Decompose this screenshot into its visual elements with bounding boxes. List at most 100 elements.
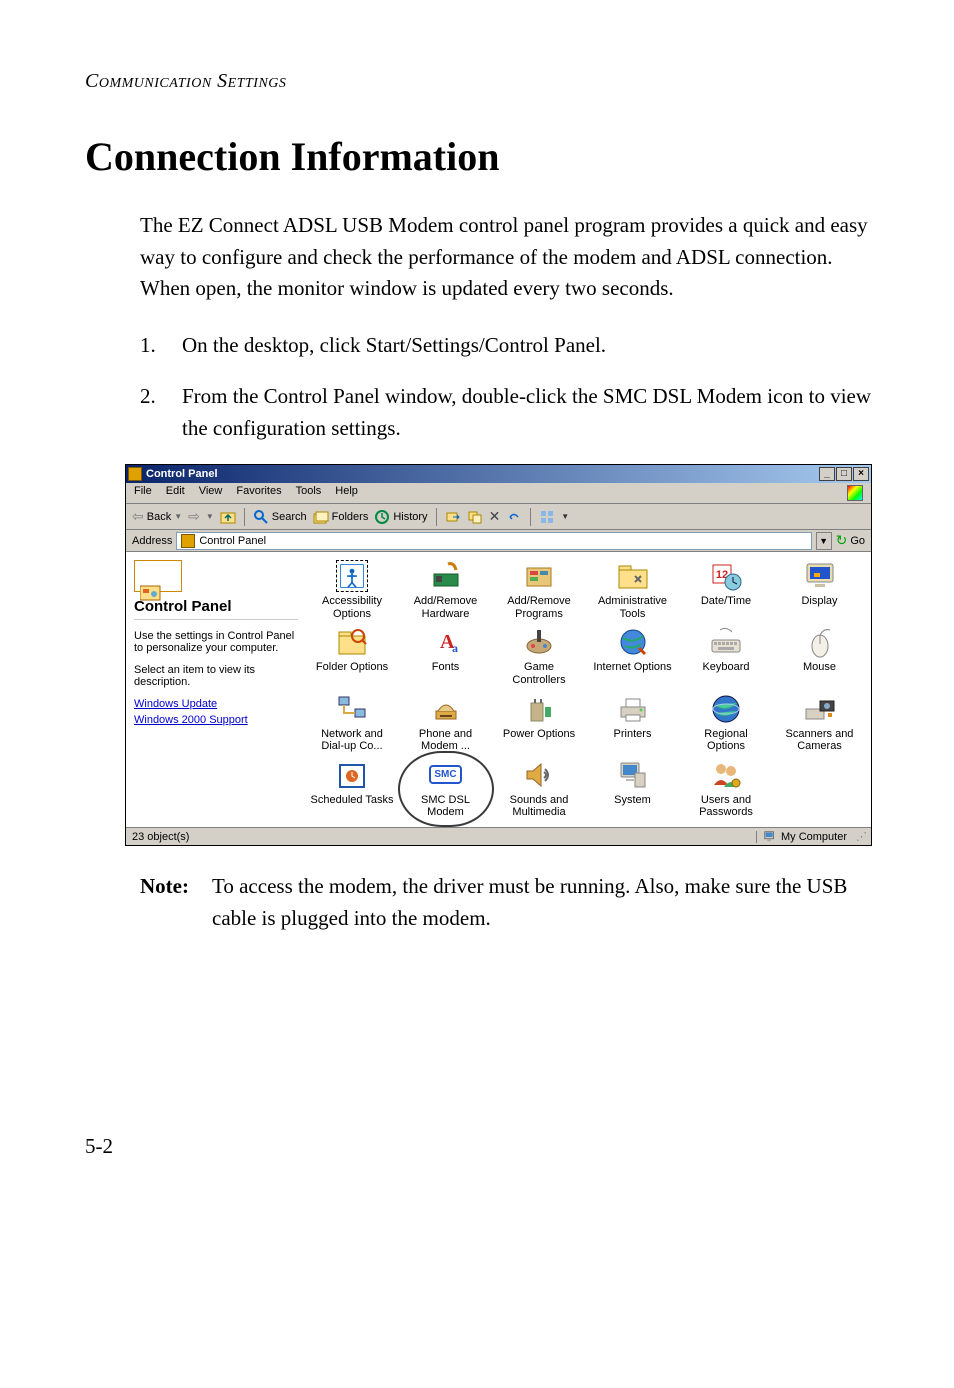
address-input[interactable]: Control Panel: [176, 532, 811, 550]
my-computer-icon: [763, 830, 777, 844]
views-dropdown-icon[interactable]: ▼: [561, 512, 569, 521]
views-icon[interactable]: [539, 509, 555, 525]
menubar: File Edit View Favorites Tools Help: [126, 483, 871, 504]
display-label: Display: [801, 595, 837, 608]
note-body: To access the modem, the driver must be …: [212, 871, 874, 934]
back-arrow-icon: ⇦: [132, 508, 144, 525]
address-dropdown[interactable]: ▼: [816, 532, 832, 550]
up-folder-icon[interactable]: [220, 509, 236, 525]
game-controllers-icon: [523, 626, 555, 658]
fonts[interactable]: Aa Fonts: [404, 626, 488, 686]
users-passwords-icon: [710, 759, 742, 791]
move-to-icon[interactable]: [445, 509, 461, 525]
add-remove-hardware[interactable]: Add/Remove Hardware: [404, 560, 488, 620]
toolbar-separator-2: [436, 508, 437, 526]
folder-options-label: Folder Options: [316, 661, 388, 674]
folders-icon: [313, 509, 329, 525]
step-2-text: From the Control Panel window, double-cl…: [182, 381, 874, 444]
history-button[interactable]: History: [374, 509, 427, 525]
add-remove-programs[interactable]: Add/Remove Programs: [497, 560, 581, 620]
scanners-cameras-icon: [804, 693, 836, 725]
administrative-tools[interactable]: Administrative Tools: [591, 560, 675, 620]
intro-paragraph: The EZ Connect ADSL USB Modem control pa…: [140, 210, 874, 305]
sounds-multimedia-icon: [523, 759, 555, 791]
left-desc-2: Select an item to view its description.: [134, 664, 298, 688]
internet-options[interactable]: Internet Options: [591, 626, 675, 686]
scheduled-tasks[interactable]: Scheduled Tasks: [310, 759, 394, 819]
menu-tools[interactable]: Tools: [296, 485, 322, 501]
regional-options[interactable]: Regional Options: [684, 693, 768, 753]
step-2: 2. From the Control Panel window, double…: [140, 381, 874, 444]
keyboard[interactable]: Keyboard: [684, 626, 768, 686]
menu-file[interactable]: File: [134, 485, 152, 501]
step-1-number: 1.: [140, 330, 182, 362]
sounds-multimedia[interactable]: Sounds and Multimedia: [497, 759, 581, 819]
system[interactable]: System: [591, 759, 675, 819]
search-button[interactable]: Search: [253, 509, 307, 525]
scanners-cameras[interactable]: Scanners and Cameras: [778, 693, 862, 753]
date-time[interactable]: 12 Date/Time: [684, 560, 768, 620]
folder-options[interactable]: Folder Options: [310, 626, 394, 686]
window-titlebar: Control Panel _ □ ×: [126, 465, 871, 483]
printers[interactable]: Printers: [591, 693, 675, 753]
go-button[interactable]: ↻ Go: [836, 532, 865, 549]
undo-icon[interactable]: [506, 509, 522, 525]
status-object-count: 23 object(s): [130, 831, 757, 843]
history-label: History: [393, 511, 427, 523]
window-title: Control Panel: [146, 468, 819, 480]
left-banner: Control Panel: [134, 560, 298, 620]
printers-label: Printers: [614, 728, 652, 741]
forward-button[interactable]: ⇨: [188, 508, 200, 525]
game-controllers[interactable]: Game Controllers: [497, 626, 581, 686]
regional-options-label: Regional Options: [684, 728, 768, 753]
scanners-cameras-label: Scanners and Cameras: [778, 728, 862, 753]
delete-button[interactable]: ✕: [489, 508, 501, 525]
step-1: 1. On the desktop, click Start/Settings/…: [140, 330, 874, 362]
scheduled-tasks-icon: [336, 759, 368, 791]
close-button[interactable]: ×: [853, 467, 869, 481]
windows-2000-support-link[interactable]: Windows 2000 Support: [134, 714, 298, 726]
go-label: Go: [850, 535, 865, 547]
regional-options-icon: [710, 693, 742, 725]
running-head: Communication Settings: [85, 70, 874, 93]
menu-view[interactable]: View: [199, 485, 223, 501]
phone-modem-label: Phone and Modem ...: [404, 728, 488, 753]
network-dialup[interactable]: Network and Dial-up Co...: [310, 693, 394, 753]
administrative-tools-icon: [617, 560, 649, 592]
note-label: Note:: [140, 871, 212, 934]
section-title: Connection Information: [85, 133, 874, 180]
users-passwords[interactable]: Users and Passwords: [684, 759, 768, 819]
power-options[interactable]: Power Options: [497, 693, 581, 753]
internet-options-icon: [617, 626, 649, 658]
smc-dsl-modem[interactable]: SMC SMC DSL Modem: [404, 759, 488, 819]
sounds-multimedia-label: Sounds and Multimedia: [497, 794, 581, 819]
history-icon: [374, 509, 390, 525]
menu-edit[interactable]: Edit: [166, 485, 185, 501]
folders-button[interactable]: Folders: [313, 509, 369, 525]
display[interactable]: Display: [778, 560, 862, 620]
phone-modem[interactable]: Phone and Modem ...: [404, 693, 488, 753]
windows-update-link[interactable]: Windows Update: [134, 698, 298, 710]
system-icon: [617, 759, 649, 791]
smc-dsl-modem-icon: SMC: [430, 759, 462, 791]
internet-options-label: Internet Options: [593, 661, 671, 674]
address-icon: [181, 534, 195, 548]
menu-favorites[interactable]: Favorites: [236, 485, 281, 501]
toolbar-separator-3: [530, 508, 531, 526]
power-options-icon: [523, 693, 555, 725]
minimize-button[interactable]: _: [819, 467, 835, 481]
content-area: Control Panel Use the settings in Contro…: [126, 552, 871, 827]
address-bar: Address Control Panel ▼ ↻ Go: [126, 530, 871, 552]
mouse[interactable]: Mouse: [778, 626, 862, 686]
forward-dropdown-icon[interactable]: ▼: [206, 512, 214, 521]
network-dialup-label: Network and Dial-up Co...: [310, 728, 394, 753]
copy-to-icon[interactable]: [467, 509, 483, 525]
resize-grip[interactable]: ⋰: [853, 830, 867, 843]
accessibility-options[interactable]: Accessibility Options: [310, 560, 394, 620]
back-button[interactable]: ⇦ Back ▼: [132, 508, 182, 525]
maximize-button[interactable]: □: [836, 467, 852, 481]
status-location: My Computer: [757, 830, 853, 844]
menu-help[interactable]: Help: [335, 485, 358, 501]
search-icon: [253, 509, 269, 525]
add-remove-programs-icon: [523, 560, 555, 592]
